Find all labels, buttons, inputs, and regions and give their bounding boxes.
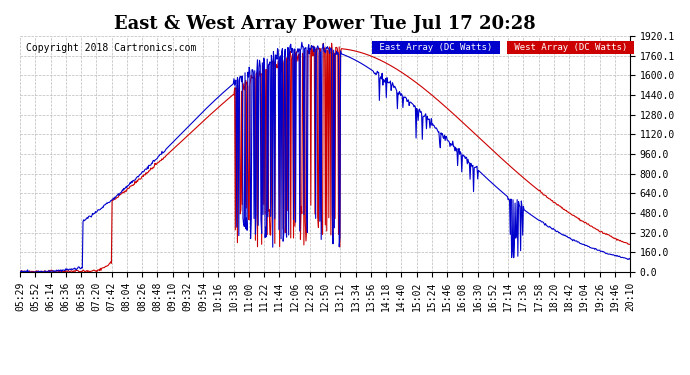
Text: West Array (DC Watts): West Array (DC Watts) [509, 43, 632, 52]
Text: East Array (DC Watts): East Array (DC Watts) [375, 43, 498, 52]
Title: East & West Array Power Tue Jul 17 20:28: East & West Array Power Tue Jul 17 20:28 [114, 15, 536, 33]
Text: Copyright 2018 Cartronics.com: Copyright 2018 Cartronics.com [26, 43, 197, 53]
